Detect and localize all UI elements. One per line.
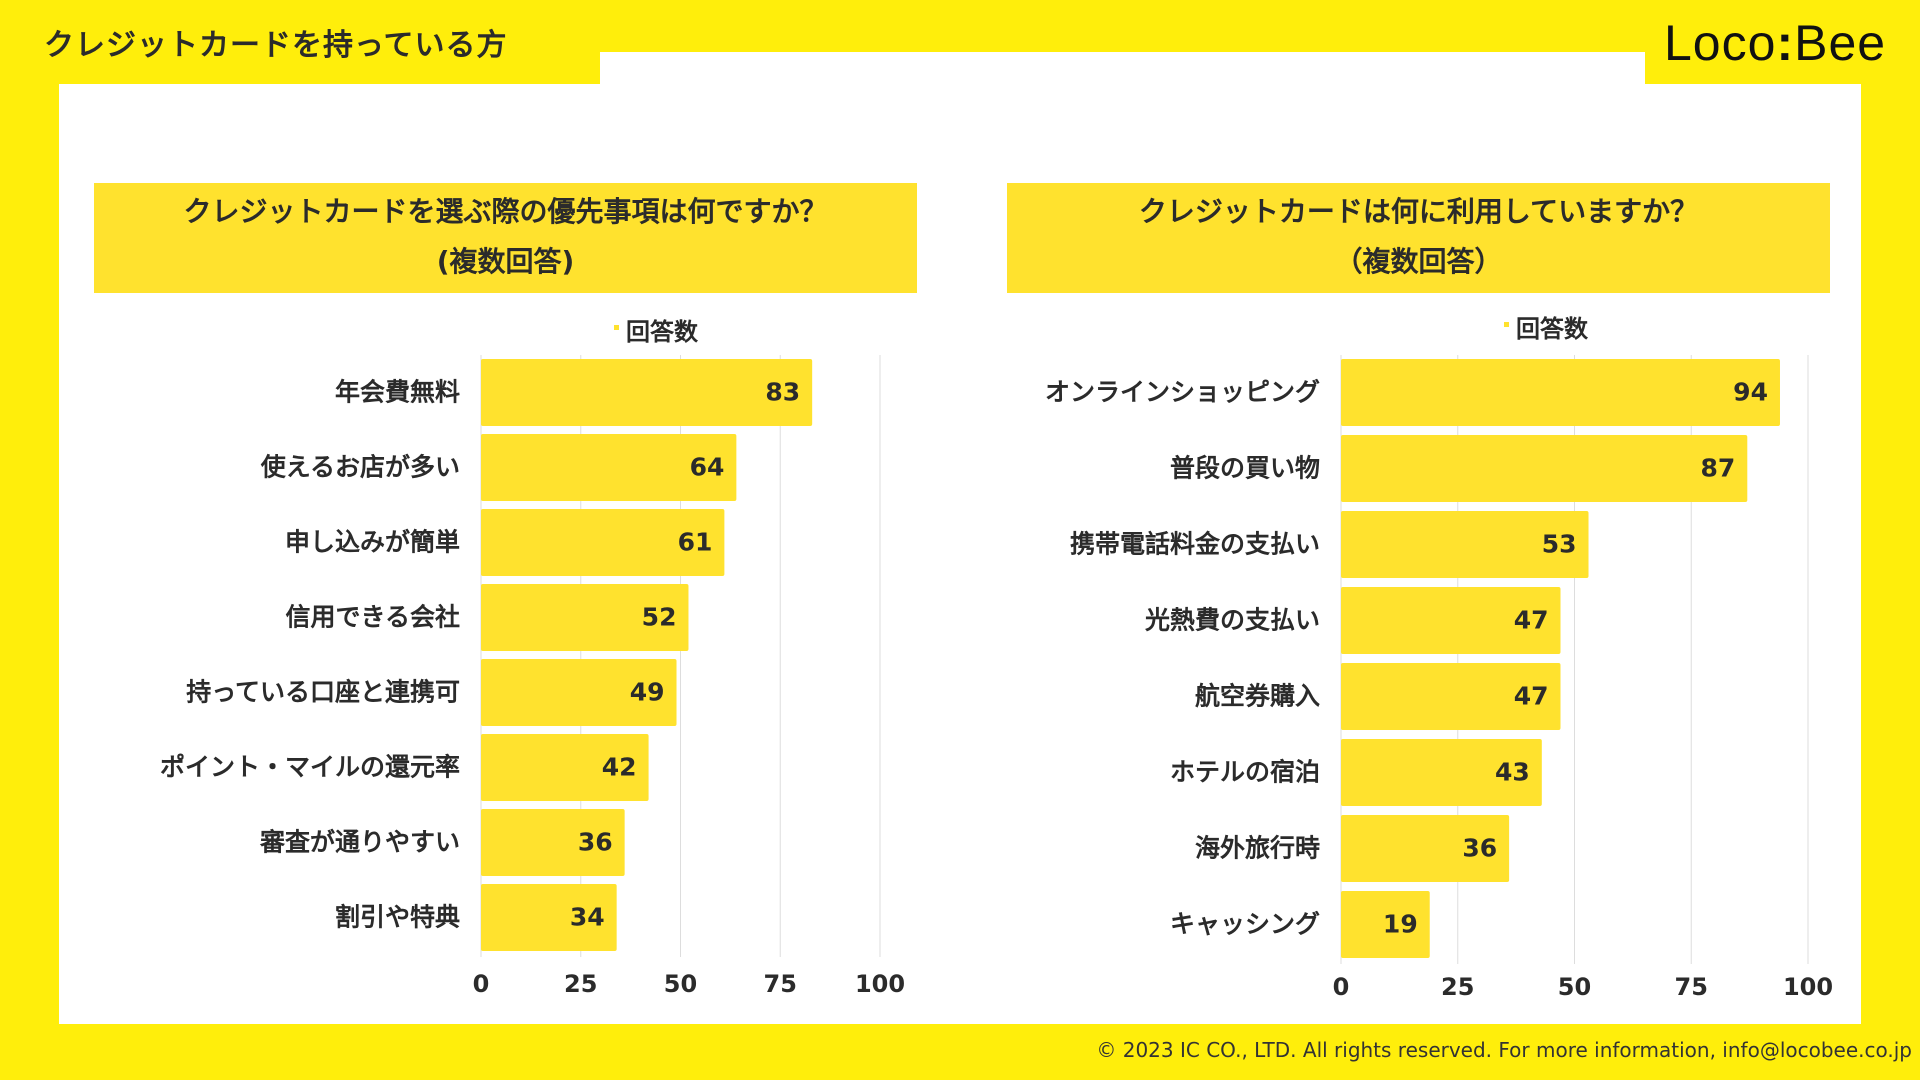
left-bar-value: 64: [690, 453, 725, 482]
right-bar: [1341, 359, 1780, 426]
question-left-line1: クレジットカードを選ぶ際の優先事項は何ですか？: [183, 195, 828, 228]
right-category-label: 航空券購入: [1195, 682, 1320, 711]
left-category-label: 使えるお店が多い: [260, 453, 460, 482]
right-bar-value: 43: [1495, 758, 1530, 787]
logo-text-left: Loco: [1664, 15, 1777, 71]
copyright-footer: © 2023 IC CO., LTD. All rights reserved.…: [1096, 1038, 1912, 1062]
left-bar-value: 52: [642, 603, 677, 632]
right-bar: [1341, 739, 1542, 806]
left-bar-value: 42: [602, 753, 637, 782]
left-bar-value: 61: [678, 528, 713, 557]
logo-colon: :: [1776, 15, 1795, 71]
left-category-label: ポイント・マイルの還元率: [160, 753, 460, 782]
right-bar: [1341, 663, 1561, 730]
right-x-tick-label: 50: [1558, 973, 1591, 1001]
left-bar-value: 49: [630, 678, 665, 707]
left-category-label: 持っている口座と連携可: [186, 678, 460, 707]
question-right-line2: （複数回答）: [1334, 245, 1503, 278]
right-legend-label: 回答数: [1516, 315, 1589, 343]
right-category-label: 海外旅行時: [1195, 834, 1320, 863]
left-bar: [481, 659, 677, 726]
left-bar: [481, 509, 725, 576]
right-bar-value: 87: [1700, 454, 1735, 483]
left-category-label: 信用できる会社: [285, 603, 460, 632]
question-box-right: クレジットカードは何に利用していますか？ （複数回答）: [1007, 183, 1830, 293]
left-bar: [481, 359, 813, 426]
question-left-line2: (複数回答): [436, 245, 575, 278]
left-category-label: 審査が通りやすい: [259, 828, 460, 857]
right-x-tick-label: 25: [1441, 973, 1474, 1001]
left-category-label: 申し込みが簡単: [285, 528, 460, 557]
question-box-left: クレジットカードを選ぶ際の優先事項は何ですか？ (複数回答): [94, 183, 917, 293]
left-x-tick-label: 50: [664, 970, 697, 998]
left-bar: [481, 434, 737, 501]
right-bar: [1341, 435, 1748, 502]
right-bar: [1341, 815, 1510, 882]
right-bar: [1341, 891, 1430, 958]
page-title: クレジットカードを持っている方: [44, 28, 508, 63]
right-bar-value: 53: [1542, 530, 1577, 559]
left-category-label: 割引や特典: [335, 903, 460, 932]
right-bar: [1341, 511, 1589, 578]
right-bar-value: 19: [1383, 910, 1418, 939]
right-x-tick-label: 0: [1333, 973, 1350, 1001]
left-bar-value: 83: [765, 378, 800, 407]
logo-text-right: Bee: [1794, 15, 1887, 71]
right-x-tick-label: 100: [1783, 973, 1833, 1001]
left-x-tick-label: 100: [855, 970, 905, 998]
left-bar: [481, 584, 689, 651]
left-legend-label: 回答数: [626, 318, 699, 346]
left-category-label: 年会費無料: [335, 378, 460, 407]
right-bar-value: 94: [1733, 378, 1768, 407]
left-x-tick-label: 0: [473, 970, 490, 998]
question-right-line1: クレジットカードは何に利用していますか？: [1138, 195, 1699, 228]
left-bar: [481, 734, 649, 801]
right-legend-marker: [1504, 322, 1509, 327]
right-bar-value: 36: [1462, 834, 1497, 863]
right-category-label: ホテルの宿泊: [1170, 758, 1320, 787]
left-x-tick-label: 25: [564, 970, 597, 998]
right-category-label: 光熱費の支払い: [1144, 606, 1320, 635]
right-bar: [1341, 587, 1561, 654]
right-category-label: 普段の買い物: [1170, 454, 1320, 483]
right-x-tick-label: 75: [1675, 973, 1708, 1001]
right-bar-value: 47: [1514, 606, 1549, 635]
right-bar-value: 47: [1514, 682, 1549, 711]
left-legend-marker: [614, 325, 619, 330]
right-category-label: オンラインショッピング: [1045, 378, 1320, 407]
header-tab-background: [600, 52, 1645, 92]
left-bar: [481, 884, 617, 951]
right-category-label: 携帯電話料金の支払い: [1070, 530, 1320, 559]
left-bar: [481, 809, 625, 876]
left-x-tick-label: 75: [764, 970, 797, 998]
left-bar-value: 36: [578, 828, 613, 857]
right-category-label: キャッシング: [1170, 910, 1320, 939]
left-bar-value: 34: [570, 903, 605, 932]
locobee-logo: Loco:Bee: [1664, 14, 1886, 72]
